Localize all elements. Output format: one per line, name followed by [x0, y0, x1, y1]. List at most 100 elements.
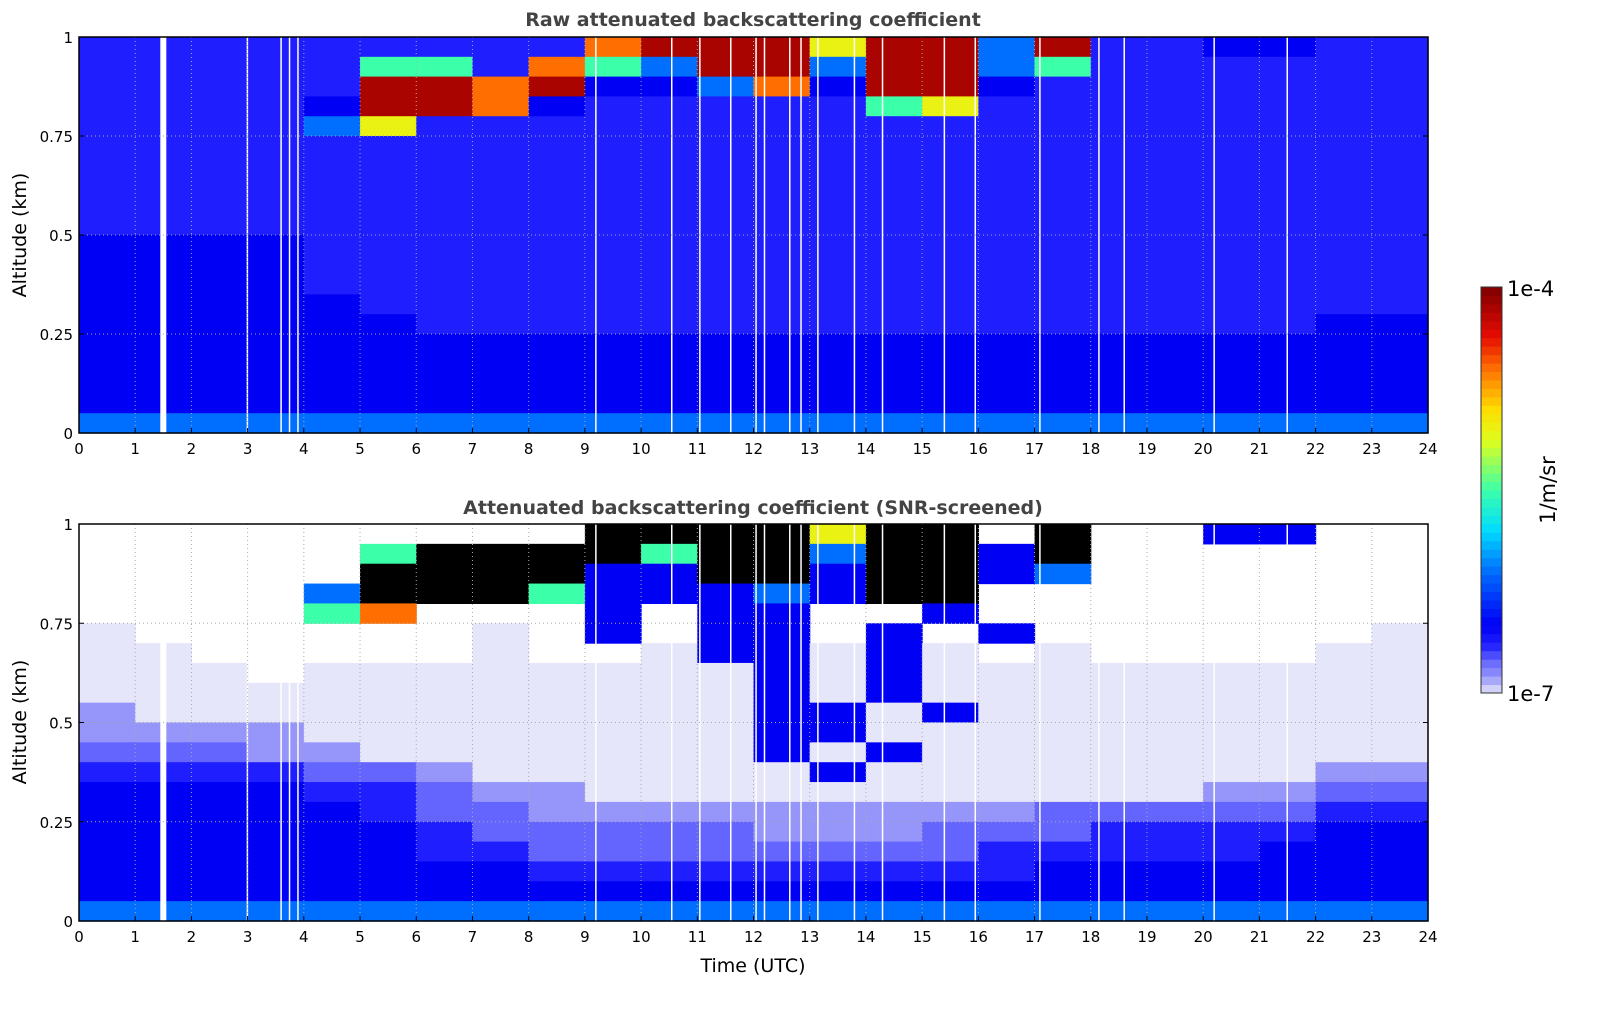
- colorbar-segment: [1481, 659, 1502, 669]
- heatmap-cell: [697, 881, 755, 902]
- heatmap-cell: [865, 274, 923, 295]
- heatmap-cell: [584, 413, 642, 434]
- heatmap-cell: [697, 524, 755, 545]
- heatmap-cell: [416, 901, 474, 922]
- heatmap-cell: [528, 215, 586, 236]
- heatmap-cell: [79, 702, 136, 724]
- heatmap-cell: [922, 353, 979, 375]
- heatmap-cell: [528, 334, 586, 355]
- heatmap-cell: [472, 742, 530, 763]
- heatmap-cell: [697, 334, 755, 355]
- y-tick-label: 0: [63, 913, 73, 931]
- heatmap-cell: [528, 274, 586, 295]
- heatmap-cell: [1203, 175, 1260, 196]
- heatmap-cell: [1315, 274, 1373, 295]
- heatmap-cell: [809, 643, 867, 664]
- heatmap-cell: [584, 841, 642, 863]
- heatmap-cell: [79, 413, 136, 434]
- heatmap-cell: [641, 314, 698, 335]
- heatmap-cell: [809, 393, 867, 414]
- x-tick-label: 19: [1137, 928, 1156, 946]
- heatmap-cell: [753, 96, 811, 117]
- heatmap-cell: [303, 96, 361, 117]
- heatmap-cell: [1315, 254, 1373, 276]
- heatmap-cell: [978, 702, 1036, 724]
- heatmap-cell: [978, 373, 1036, 394]
- colorbar-segment: [1481, 557, 1502, 567]
- colorbar-segment: [1481, 684, 1502, 694]
- panel-raw: Raw attenuated backscattering coefficien…: [9, 9, 1438, 458]
- heatmap-cell: [922, 373, 979, 394]
- heatmap-cell: [1090, 353, 1148, 375]
- heatmap-cell: [1090, 175, 1148, 196]
- y-tick-label: 0.5: [49, 715, 73, 733]
- heatmap-cell: [697, 821, 755, 843]
- heatmap-cell: [865, 294, 923, 315]
- colorbar-segment: [1481, 320, 1502, 330]
- heatmap-cell: [1034, 901, 1092, 922]
- heatmap-cell: [247, 274, 305, 295]
- heatmap-cell: [191, 215, 249, 236]
- heatmap-cell: [922, 235, 979, 256]
- heatmap-cell: [303, 235, 361, 256]
- x-tick-label: 24: [1418, 440, 1437, 458]
- heatmap-cell: [1146, 861, 1204, 882]
- heatmap-cell: [472, 215, 530, 236]
- heatmap-cell: [416, 175, 474, 196]
- heatmap-cell: [472, 861, 530, 882]
- heatmap-cell: [191, 901, 249, 922]
- heatmap-cell: [753, 294, 811, 315]
- heatmap-cell: [978, 662, 1036, 684]
- heatmap-cell: [922, 702, 979, 724]
- heatmap-cell: [247, 861, 305, 882]
- heatmap-cell: [247, 901, 305, 922]
- heatmap-cell: [865, 56, 923, 78]
- heatmap-cell: [978, 155, 1036, 177]
- heatmap-cell: [753, 155, 811, 177]
- heatmap-cell: [584, 782, 642, 803]
- heatmap-cell: [528, 373, 586, 394]
- y-tick-label: 0.75: [40, 128, 73, 146]
- heatmap-cell: [1090, 861, 1148, 882]
- heatmap-cell: [1315, 881, 1373, 902]
- heatmap-cell: [191, 274, 249, 295]
- heatmap-cell: [641, 841, 698, 863]
- heatmap-cell: [1034, 662, 1092, 684]
- heatmap-cell: [247, 782, 305, 803]
- heatmap-cell: [79, 37, 136, 58]
- heatmap-cell: [1034, 76, 1092, 97]
- heatmap-cell: [697, 762, 755, 783]
- heatmap-cell: [1203, 782, 1260, 803]
- heatmap-cell: [809, 136, 867, 157]
- x-tick-label: 1: [130, 440, 140, 458]
- heatmap-cell: [1034, 782, 1092, 803]
- heatmap-cell: [584, 334, 642, 355]
- heatmap-cell: [809, 722, 867, 743]
- heatmap-cell: [1090, 56, 1148, 78]
- heatmap-cell: [191, 294, 249, 315]
- heatmap-cell: [1146, 762, 1204, 783]
- heatmap-cell: [1034, 841, 1092, 863]
- heatmap-cell: [1090, 901, 1148, 922]
- missing-profile-gap: [881, 524, 884, 921]
- missing-profile-gap: [297, 524, 299, 921]
- heatmap-cell: [1146, 782, 1204, 803]
- heatmap-cell: [978, 901, 1036, 922]
- heatmap-cell: [191, 195, 249, 216]
- heatmap-cell: [1034, 563, 1092, 585]
- heatmap-cell: [1371, 235, 1429, 256]
- heatmap-cell: [809, 682, 867, 704]
- heatmap-cell: [1203, 762, 1260, 783]
- heatmap-cell: [1034, 254, 1092, 276]
- heatmap-cell: [1203, 215, 1260, 236]
- heatmap-cell: [1203, 37, 1260, 58]
- heatmap-cell: [472, 175, 530, 196]
- heatmap-cell: [697, 294, 755, 315]
- heatmap-cell: [247, 116, 305, 137]
- heatmap-cell: [922, 334, 979, 355]
- heatmap-cell: [1090, 702, 1148, 724]
- heatmap-cell: [360, 175, 417, 196]
- heatmap-cell: [416, 881, 474, 902]
- heatmap-cell: [303, 254, 361, 276]
